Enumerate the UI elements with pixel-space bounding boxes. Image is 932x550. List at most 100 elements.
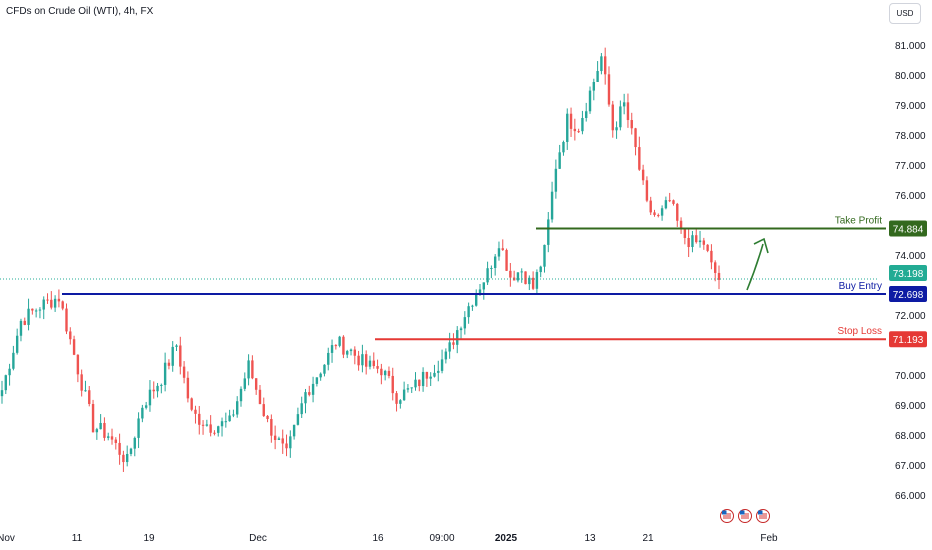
- candle-body: [429, 376, 432, 379]
- candle: [622, 93, 626, 115]
- candle: [676, 202, 679, 227]
- candle-body: [387, 370, 391, 376]
- candle-body: [493, 256, 497, 268]
- buy-entry-label: Buy Entry: [839, 281, 882, 292]
- candle: [42, 296, 45, 320]
- candle-body: [391, 375, 394, 394]
- candle-body: [141, 407, 144, 419]
- candle: [148, 380, 152, 412]
- candle: [72, 335, 76, 356]
- candle-body: [672, 200, 675, 204]
- candle: [554, 159, 558, 199]
- candle-body: [383, 370, 387, 376]
- candle: [368, 355, 372, 370]
- candle-body: [649, 200, 652, 213]
- candle: [4, 374, 7, 395]
- candle: [277, 436, 281, 441]
- buy-entry-badge-bg: [889, 286, 927, 303]
- candle-body: [437, 370, 440, 373]
- x-tick-label: 09:00: [429, 533, 454, 544]
- candle: [585, 102, 588, 122]
- candle: [357, 350, 360, 371]
- candle-body: [228, 415, 231, 422]
- y-tick-label: 74.000: [895, 251, 926, 262]
- candle: [581, 110, 584, 135]
- candle: [213, 430, 216, 436]
- candle-body: [50, 299, 53, 308]
- level-lines: Take Profit Buy Entry Stop Loss: [0, 215, 886, 341]
- currency-selector[interactable]: USD: [889, 3, 921, 24]
- candle: [91, 399, 95, 433]
- candle: [217, 425, 220, 437]
- candle-body: [190, 398, 193, 410]
- candle-body: [95, 429, 99, 433]
- candle-body: [31, 308, 34, 311]
- candle: [714, 260, 717, 282]
- candle: [459, 326, 463, 339]
- time-axis[interactable]: Nov 11 19 Dec 16 09:00 2025 13 21 Feb: [0, 533, 778, 544]
- calendar-events[interactable]: [720, 509, 770, 523]
- candle: [641, 164, 645, 185]
- candle: [600, 53, 603, 75]
- candle: [463, 311, 467, 335]
- candle: [657, 213, 660, 218]
- candle-body: [69, 331, 72, 340]
- candle: [171, 341, 174, 372]
- candle-body: [224, 421, 228, 423]
- candle-body: [270, 418, 273, 436]
- candle: [486, 261, 489, 285]
- candle-body: [486, 268, 489, 283]
- candle: [346, 349, 349, 359]
- candle: [588, 86, 592, 114]
- candle: [505, 248, 508, 271]
- candle: [292, 424, 296, 440]
- y-tick-label: 79.000: [895, 101, 926, 112]
- x-tick-label: 16: [372, 533, 384, 544]
- candle-body: [622, 102, 626, 107]
- candle-body: [148, 389, 152, 406]
- us-flag-icon[interactable]: [756, 509, 770, 523]
- candle-body: [535, 272, 539, 289]
- candle: [512, 270, 516, 281]
- us-flag-icon[interactable]: [738, 509, 752, 523]
- candle-body: [361, 354, 364, 366]
- us-flag-icon[interactable]: [720, 509, 734, 523]
- candle: [687, 229, 690, 258]
- candle-body: [421, 371, 425, 387]
- candle: [619, 100, 622, 131]
- candle-body: [243, 378, 246, 389]
- candle: [201, 420, 205, 435]
- candle-body: [163, 362, 167, 385]
- candle-body: [182, 366, 186, 378]
- candle: [710, 244, 713, 270]
- candle-body: [543, 244, 546, 267]
- candle-body: [619, 106, 622, 128]
- candle: [361, 344, 364, 373]
- candle-body: [201, 424, 205, 426]
- candle: [69, 327, 72, 345]
- candle-body: [603, 56, 607, 75]
- current-price-badge-bg: [889, 265, 927, 282]
- price-axis[interactable]: 81.000 80.000 79.000 78.000 77.000 76.000 74.0…: [895, 41, 926, 502]
- y-tick-label: 78.000: [895, 131, 926, 142]
- candle-body: [626, 102, 630, 121]
- candle-body: [475, 293, 478, 306]
- candle-body: [175, 345, 178, 347]
- candle: [353, 346, 357, 365]
- candle-body: [668, 200, 671, 202]
- candle: [315, 377, 319, 387]
- candle-body: [679, 220, 683, 229]
- take-profit-badge-value: 74.884: [893, 224, 924, 235]
- candle-body: [80, 374, 83, 391]
- candle-body: [528, 277, 531, 285]
- candle-body: [550, 191, 554, 220]
- candle: [501, 239, 504, 251]
- candle: [421, 367, 425, 392]
- candle-body: [160, 384, 163, 386]
- candle-body: [311, 383, 315, 395]
- candle-body: [327, 352, 330, 365]
- candle-body: [194, 409, 197, 414]
- candle: [118, 433, 121, 465]
- candle: [482, 282, 485, 300]
